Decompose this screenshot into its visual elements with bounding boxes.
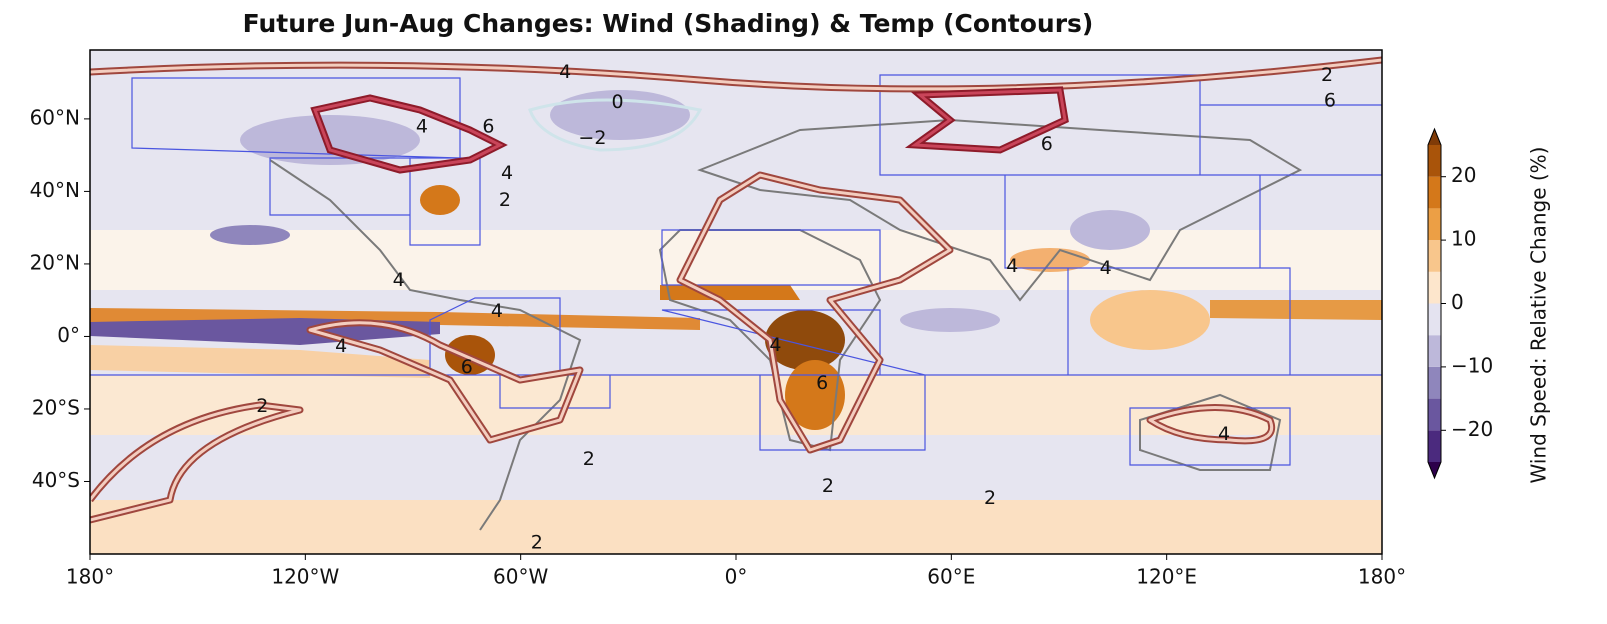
contour-label: 6: [816, 372, 828, 394]
y-tick-label: 20°S: [32, 395, 80, 419]
colorbar-tick-label: 20: [1451, 163, 1476, 187]
map-shading: [90, 50, 1382, 554]
colorbar-bin: [1428, 271, 1441, 304]
contour-label: 6: [1324, 89, 1336, 111]
shading-patch: [900, 308, 1000, 332]
colorbar-frame: [1427, 127, 1442, 480]
colorbar-tick-label: 0: [1451, 290, 1464, 314]
y-tick-label: 0°: [57, 323, 80, 347]
y-tick-label: 40°N: [30, 178, 80, 202]
contour-line: [90, 403, 302, 522]
x-tick-label: 60°W: [493, 565, 548, 589]
contour-label: 4: [559, 61, 571, 83]
contour-label: 4: [1006, 255, 1018, 277]
colorbar-tick-label: 10: [1451, 227, 1476, 251]
x-tick-label: 180°: [1358, 565, 1406, 589]
contour-label: 4: [335, 335, 347, 357]
colorbar-label: Wind Speed: Relative Change (%): [1527, 147, 1551, 484]
contour-label: 4: [393, 269, 405, 291]
contour-label: 4: [769, 334, 781, 356]
contour-label: 2: [1321, 64, 1333, 86]
y-tick-label: 20°N: [30, 250, 80, 274]
shading-patch: [1090, 290, 1210, 350]
contour-label: 2: [499, 189, 511, 211]
contour-line: [1148, 406, 1273, 443]
contour-label: 4: [491, 300, 503, 322]
contour-line: [678, 173, 952, 452]
x-tick-label: 120°W: [271, 565, 339, 589]
contour-label: 2: [531, 532, 543, 554]
colorbar-extend-high: [1428, 129, 1441, 145]
colorbar-bin: [1428, 430, 1441, 462]
contour-line: [308, 321, 582, 442]
contour-line: [910, 88, 1067, 152]
shading-patch: [420, 185, 460, 215]
contour-label: 6: [1041, 133, 1053, 155]
colorbar-bin: [1428, 208, 1441, 241]
shading-patch: [785, 360, 845, 430]
shading-band: [90, 230, 1382, 290]
contour-label: 6: [482, 116, 494, 138]
colorbar-bin: [1428, 145, 1441, 177]
contour-label: 2: [822, 475, 834, 497]
colorbar-bin: [1428, 240, 1441, 272]
title: Future Jun-Aug Changes: Wind (Shading) &…: [243, 9, 1094, 38]
contour-label: 2: [984, 487, 996, 509]
x-tick-label: 60°E: [927, 565, 975, 589]
colorbar-bin: [1428, 366, 1441, 399]
shading-patch: [90, 345, 430, 378]
contour-label: 4: [1218, 423, 1230, 445]
coastline: [1139, 393, 1282, 471]
contour-label: 4: [501, 162, 513, 184]
colorbar-bin: [1428, 398, 1441, 431]
colorbar-extend-low: [1428, 462, 1441, 478]
contour-line: [90, 58, 1382, 91]
contour-label: −2: [578, 127, 606, 149]
contour-label: 2: [583, 448, 595, 470]
y-tick-label: 60°N: [30, 105, 80, 129]
x-tick-label: 120°E: [1136, 565, 1197, 589]
shading-band: [90, 500, 1382, 554]
shading-patch: [660, 285, 800, 300]
colorbar-bin: [1428, 335, 1441, 367]
temperature-contours: [90, 56, 1382, 524]
shading-patch: [210, 225, 290, 245]
contour-label: 6: [461, 356, 473, 378]
contour-line: [312, 96, 504, 172]
shading-patch: [765, 310, 845, 370]
contour-label: 2: [256, 395, 268, 417]
colorbar-bin: [1428, 176, 1441, 209]
y-tick-label: 40°S: [32, 468, 80, 492]
shading-patch: [1210, 300, 1382, 320]
contour-line: [528, 98, 703, 152]
contour-label: 0: [612, 91, 624, 113]
x-tick-label: 180°: [66, 565, 114, 589]
coastline: [697, 118, 1303, 302]
shading-patch: [1070, 210, 1150, 250]
shading-band: [90, 375, 1382, 435]
colorbar-tick-label: −10: [1451, 353, 1493, 377]
colorbar-tick-label: −20: [1451, 417, 1493, 441]
coastline: [269, 159, 582, 531]
x-tick-label: 0°: [725, 565, 748, 589]
colorbar-bin: [1428, 303, 1441, 336]
contour-label: 4: [416, 116, 428, 138]
contour-label: 4: [1100, 257, 1112, 279]
